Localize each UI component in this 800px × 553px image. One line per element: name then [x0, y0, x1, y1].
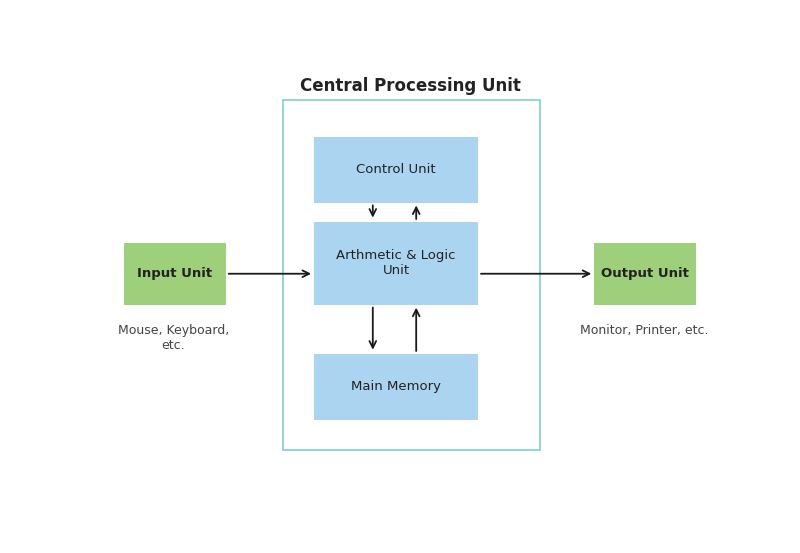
Text: Central Processing Unit: Central Processing Unit — [299, 76, 521, 95]
Text: Main Memory: Main Memory — [351, 380, 441, 393]
Bar — [314, 137, 478, 202]
Bar — [314, 354, 478, 420]
Text: Control Unit: Control Unit — [356, 163, 436, 176]
Text: Output Unit: Output Unit — [602, 268, 690, 280]
Bar — [283, 101, 540, 450]
Text: Input Unit: Input Unit — [137, 268, 212, 280]
Bar — [123, 243, 226, 305]
Text: Mouse, Keyboard,
etc.: Mouse, Keyboard, etc. — [118, 324, 229, 352]
Text: Arthmetic & Logic
Unit: Arthmetic & Logic Unit — [336, 249, 456, 277]
Text: Monitor, Printer, etc.: Monitor, Printer, etc. — [580, 324, 709, 337]
Bar — [314, 222, 478, 305]
Bar — [594, 243, 697, 305]
